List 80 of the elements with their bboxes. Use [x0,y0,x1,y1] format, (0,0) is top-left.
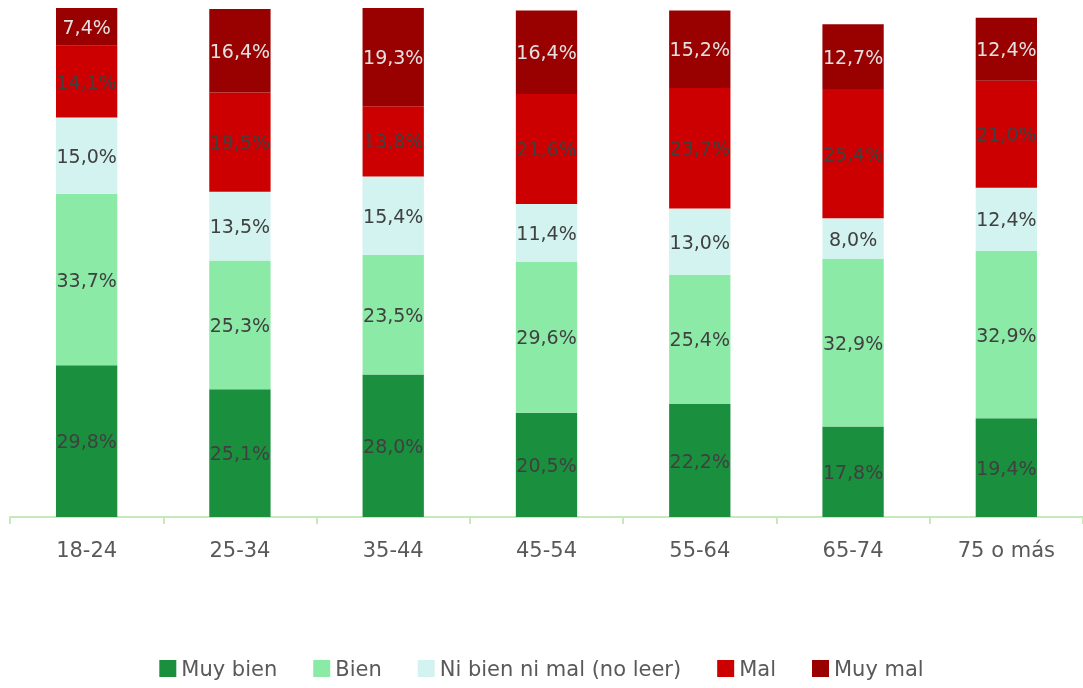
bar [515,94,578,204]
bar [362,176,424,255]
legend-label: Mal [739,656,776,681]
data-label: 8,0% [828,227,878,250]
data-label: 21,0% [976,123,1037,146]
data-label: 15,2% [669,38,730,61]
data-label: 15,4% [363,204,424,227]
x-tick-label: 55-64 [669,537,731,562]
x-tick-label: 18-24 [56,537,118,562]
data-label: 25,3% [209,313,271,336]
bar [55,193,118,366]
bar [362,254,424,375]
bar [209,191,271,261]
bar [669,208,731,275]
bar [975,80,1038,188]
legend-label: Muy bien [181,656,278,681]
bar [362,106,424,177]
data-label: 21,6% [516,137,577,160]
bar [362,8,424,107]
data-label: 22,2% [669,449,730,472]
x-tick-label: 65-74 [822,537,884,562]
x-tick-label: 35-44 [362,537,424,562]
bar [55,45,118,118]
bar [515,203,578,262]
x-tick-label: 75 o más [957,537,1055,562]
bar [209,389,271,517]
data-label: 19,4% [976,456,1037,479]
data-label: 14,1% [56,70,117,93]
bar [362,374,424,517]
data-label: 12,4% [976,38,1037,61]
data-label: 16,4% [209,39,271,62]
data-label: 29,6% [516,326,577,349]
x-tick-label: 25-34 [209,537,271,562]
bar [975,418,1038,517]
data-label: 13,8% [363,130,424,153]
data-label: 25,4% [669,328,730,351]
bar [975,187,1038,251]
bar [975,17,1038,81]
data-label: 23,7% [669,137,730,160]
data-label: 20,5% [516,453,577,476]
data-label: 12,4% [976,208,1037,231]
bar [669,274,731,404]
bar [515,10,578,95]
data-label: 28,0% [363,434,424,457]
bar [669,10,731,88]
data-label: 15,0% [56,144,117,167]
data-label: 16,4% [516,41,577,64]
bar [822,258,884,427]
data-label: 23,5% [363,303,424,326]
bar [209,92,271,192]
data-label: 13,0% [669,230,730,253]
bar [669,87,731,209]
bar [209,9,271,93]
bar [515,261,578,413]
bar [209,260,271,390]
data-label: 7,4% [62,15,111,38]
data-label: 25,1% [209,442,271,465]
legend-label: Bien [335,656,382,681]
bar [55,365,118,517]
data-label: 13,5% [209,215,271,238]
bar [822,88,884,219]
bar [822,24,884,89]
data-label: 32,9% [976,323,1037,346]
bar [822,426,884,517]
data-label: 11,4% [516,221,577,244]
data-label: 17,8% [822,460,884,483]
data-label: 19,5% [209,131,271,154]
bar [669,404,731,517]
bar [975,250,1038,419]
bar [55,117,118,194]
data-label: 33,7% [56,268,117,291]
data-label: 29,8% [56,430,117,453]
x-tick-label: 45-54 [515,537,578,562]
legend-label: Ni bien ni mal (no leer) [439,656,682,681]
data-label: 32,9% [822,331,884,354]
data-label: 25,4% [822,142,884,165]
data-label: 12,7% [822,45,884,68]
legend-label: Muy mal [834,656,924,681]
bar [515,412,578,517]
data-label: 19,3% [363,46,424,69]
